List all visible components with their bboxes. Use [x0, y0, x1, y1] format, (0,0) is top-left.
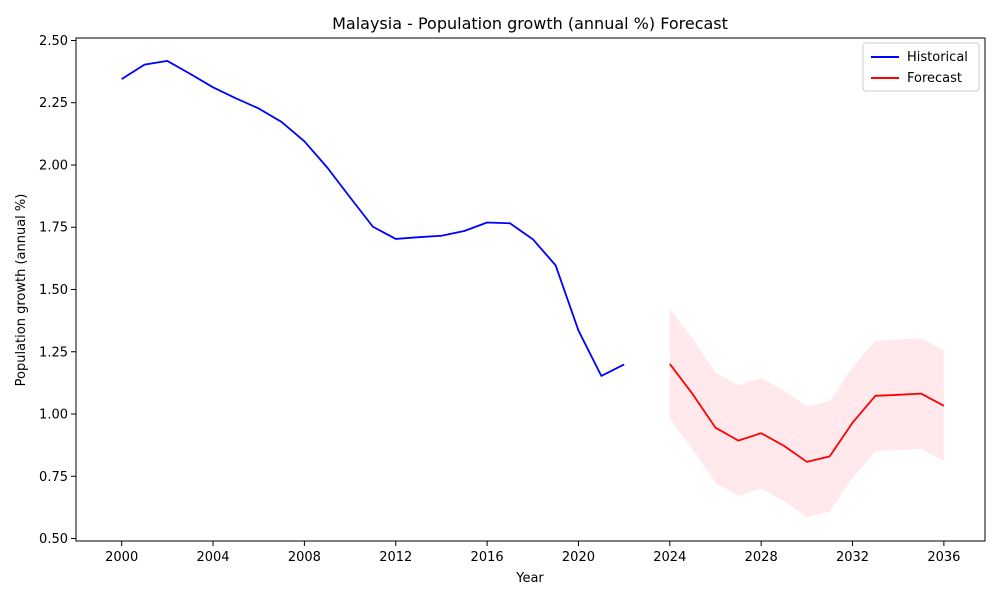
- x-tick-label: 2036: [927, 550, 960, 565]
- confidence-band-layer: [669, 308, 944, 518]
- legend-forecast-label: Forecast: [907, 71, 962, 86]
- x-axis-title: Year: [515, 571, 544, 586]
- x-tick-label: 2004: [196, 550, 229, 565]
- y-tick-label: 1.00: [39, 408, 68, 423]
- y-tick-label: 2.50: [39, 34, 68, 49]
- y-tick-label: 1.50: [39, 283, 68, 298]
- historical-series-line: [121, 60, 625, 377]
- y-tick-label: 1.25: [39, 345, 68, 360]
- legend-historical-label: Historical: [907, 50, 968, 65]
- y-tick-label: 0.50: [39, 532, 68, 547]
- legend: Historical Forecast: [862, 42, 980, 92]
- y-tick-label: 0.75: [39, 470, 68, 485]
- x-axis-ticks: 2000 2004 2008 2012 2016 2020 2024 2028 2032 2036: [105, 541, 960, 565]
- forecast-series-line: [669, 363, 945, 463]
- x-tick-label: 2032: [836, 550, 869, 565]
- y-tick-label: 2.00: [39, 158, 68, 173]
- x-tick-label: 2028: [745, 550, 778, 565]
- x-tick-label: 2024: [653, 550, 686, 565]
- x-tick-label: 2008: [288, 550, 321, 565]
- y-axis-title: Population growth (annual %): [14, 194, 29, 387]
- chart-title: Malaysia - Population growth (annual %) …: [332, 14, 728, 33]
- y-tick-label: 2.25: [39, 96, 68, 111]
- forecast-confidence-band: [669, 308, 944, 518]
- y-axis-ticks: 0.50 0.75 1.00 1.25 1.50 1.75 2.00 2.25 2.50: [39, 34, 76, 547]
- x-tick-label: 2016: [471, 550, 504, 565]
- x-tick-label: 2020: [562, 550, 595, 565]
- x-tick-label: 2000: [105, 550, 138, 565]
- x-tick-label: 2012: [379, 550, 412, 565]
- series-line-layer: [121, 60, 945, 463]
- y-tick-label: 1.75: [39, 221, 68, 236]
